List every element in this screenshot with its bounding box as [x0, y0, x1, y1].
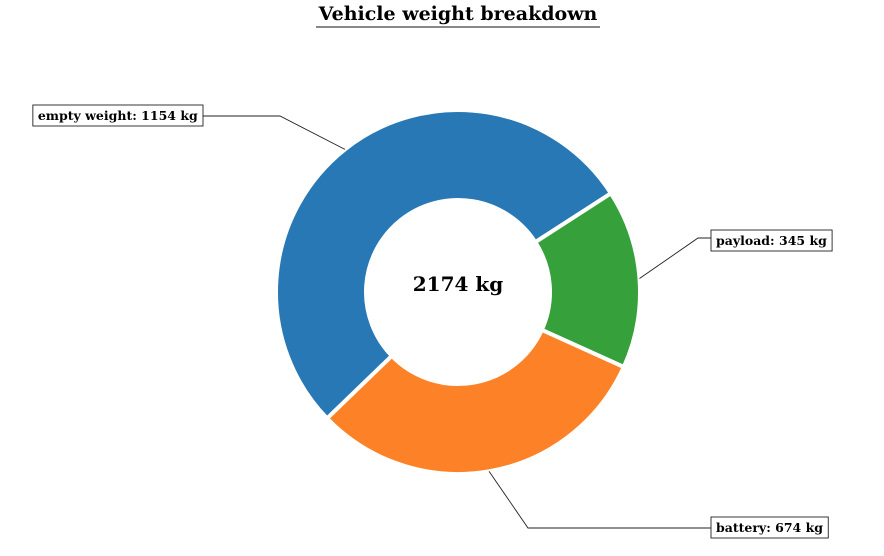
leader-line-empty-weight	[203, 115, 346, 150]
chart-title: Vehicle weight breakdown	[318, 3, 598, 25]
slice-battery	[324, 327, 627, 476]
slice-label-battery: battery: 674 kg	[710, 516, 829, 539]
leader-line-payload	[639, 237, 711, 279]
leader-line-battery	[488, 471, 711, 529]
slice-label-box	[710, 229, 833, 252]
slice-label-text: empty weight: 1154 kg	[38, 108, 198, 123]
slice-label-box	[32, 104, 204, 127]
slice-label-text: battery: 674 kg	[716, 520, 823, 535]
donut-slices	[274, 108, 642, 476]
slice-empty-weight	[274, 108, 614, 422]
slice-label-box	[710, 516, 829, 539]
slice-label-text: payload: 345 kg	[716, 233, 827, 248]
slice-label-payload: payload: 345 kg	[710, 229, 833, 252]
center-total-label: 2174 kg	[413, 272, 503, 296]
slice-label-leaders: empty weight: 1154 kg payload: 345 kg batt…	[32, 104, 833, 539]
slice-label-empty-weight: empty weight: 1154 kg	[32, 104, 204, 127]
slice-payload	[532, 190, 642, 370]
